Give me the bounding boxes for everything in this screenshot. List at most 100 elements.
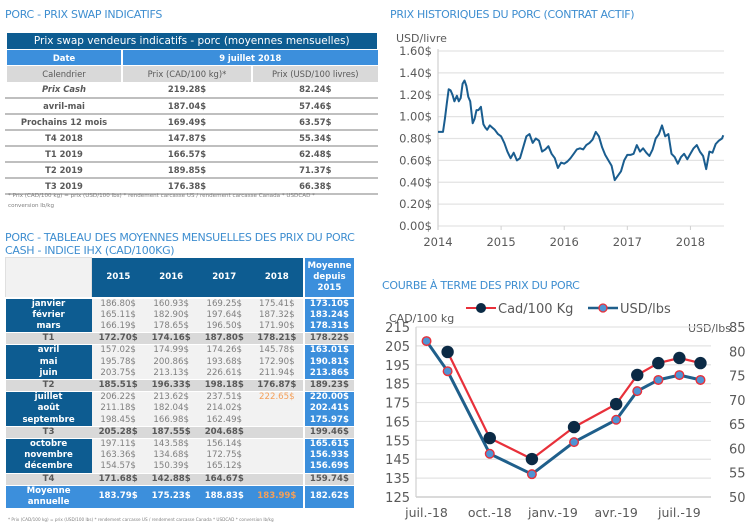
row-label: novembre	[5, 449, 92, 462]
x-tick-label: 2014	[423, 235, 452, 249]
historic-chart-title: PRIX HISTORIQUES DU PORC (CONTRAT ACTIF)	[390, 8, 635, 21]
y-tick-label: 0.00$	[399, 219, 432, 233]
value-cell: 160.93$	[144, 296, 198, 310]
average-cell: 159.74$	[302, 472, 354, 486]
usd-data-point	[632, 386, 643, 397]
row-label: T3	[5, 425, 92, 439]
left-y-tick-label: 205	[385, 340, 410, 355]
average-cell: 178.31$	[302, 321, 354, 333]
date-label: Date	[5, 49, 122, 66]
period-cell: T1 2019	[5, 145, 122, 163]
x-tick-label: 2016	[550, 235, 579, 249]
row-label: février	[5, 309, 92, 322]
cad-data-point	[609, 397, 623, 411]
row-label: septembre	[5, 414, 92, 427]
usd-data-point	[569, 437, 580, 448]
cad-price-cell: 147.87$	[121, 129, 252, 147]
historic-y-axis-label: USD/livre	[396, 32, 447, 45]
right-y-tick-label: 60	[729, 442, 746, 457]
row-label: T2	[5, 378, 92, 392]
left-y-tick-label: 215	[385, 321, 410, 336]
row-label: janvier	[5, 296, 92, 310]
value-cell	[250, 414, 304, 427]
cad-price-cell: 219.28$	[121, 81, 252, 99]
row-label: octobre	[5, 438, 92, 450]
cad-data-point	[483, 431, 496, 445]
value-cell: 166.98$	[144, 414, 198, 427]
value-cell: 154.57$	[91, 461, 145, 474]
average-cell: 220.00$	[302, 391, 354, 404]
year-header: 2018	[250, 257, 304, 298]
average-cell: 175.97$	[302, 414, 354, 427]
value-cell: 145.78$	[250, 344, 304, 357]
year-header: 2016	[144, 257, 198, 298]
value-cell: 226.61$	[197, 367, 251, 380]
value-cell: 183.79$	[91, 485, 145, 508]
value-cell: 206.22$	[91, 391, 145, 404]
value-cell: 186.80$	[91, 296, 145, 310]
cad-data-point	[567, 420, 581, 434]
average-cell: 183.24$	[302, 309, 354, 322]
usd-data-point	[442, 366, 453, 377]
right-y-tick-label: 55	[729, 467, 746, 482]
swap-footnote: * Prix (CAD/100 kg) = prix (USD/100 lbs)…	[8, 191, 315, 211]
value-cell: 166.19$	[91, 321, 145, 333]
cad-data-point	[525, 452, 539, 466]
legend-cad-label: Cad/100 Kg	[498, 302, 573, 317]
value-cell	[250, 425, 304, 439]
value-cell: 156.14$	[197, 438, 251, 450]
average-cell: 178.22$	[302, 332, 354, 346]
usd-price-cell: 57.46$	[251, 97, 378, 115]
value-cell	[250, 472, 304, 486]
usd-data-point	[484, 448, 495, 459]
y-tick-label: 1.00$	[399, 110, 432, 124]
y-tick-label: 0.20$	[399, 197, 432, 211]
value-cell: 203.75$	[91, 367, 145, 380]
month-row: avril 157.02$ 174.99$ 174.26$ 145.78$ 163.01$	[5, 344, 354, 357]
value-cell: 172.70$	[91, 332, 145, 346]
usd-price-cell: 63.57$	[251, 113, 378, 131]
quarter-row: T2 185.51$ 196.33$ 198.18$ 176.87$ 189.23$	[5, 378, 354, 392]
average-header-line: 2015	[317, 282, 342, 293]
average-header-line: Moyenne	[307, 260, 352, 271]
value-cell: 211.18$	[91, 403, 145, 415]
value-cell: 150.39$	[144, 461, 198, 474]
value-cell: 164.67$	[197, 472, 251, 486]
value-cell: 172.75$	[197, 449, 251, 462]
x-tick-label: 2015	[486, 235, 515, 249]
usd-series-line	[425, 340, 701, 476]
swap-table-row: T2 2019 189.85$ 71.37$	[5, 161, 378, 179]
left-y-tick-label: 165	[385, 415, 410, 430]
x-tick-label: 2018	[676, 235, 705, 249]
average-cell: 156.69$	[302, 461, 354, 474]
swap-footnote-line1: * Prix (CAD/100 kg) = prix (USD/100 lbs)…	[8, 193, 315, 199]
x-tick-label: oct.-18	[468, 505, 512, 520]
historic-price-chart: USD/livre 0.00$ 0.20$ 0.40$ 0.60$ 0.80$ 1.00$…	[396, 32, 725, 249]
value-cell: 157.02$	[91, 344, 145, 357]
average-cell: 202.41$	[302, 403, 354, 415]
swap-table-row: Prochains 12 mois 169.49$ 63.57$	[5, 113, 378, 131]
month-row: octobre 197.11$ 143.58$ 156.14$ 165.61$	[5, 438, 354, 450]
x-tick-label: juil.-18	[404, 505, 448, 520]
value-cell: 214.02$	[197, 403, 251, 415]
cad-price-cell: 169.49$	[121, 113, 252, 131]
left-y-tick-label: 155	[385, 434, 410, 449]
month-row: septembre 198.45$ 166.98$ 162.49$ 175.97$	[5, 414, 354, 427]
value-cell: 213.62$	[144, 391, 198, 404]
value-cell: 196.50$	[197, 321, 251, 333]
right-y-tick-label: 50	[729, 491, 746, 506]
row-label: août	[5, 403, 92, 415]
value-cell: 183.99$	[250, 485, 304, 508]
value-cell: 174.26$	[197, 344, 251, 357]
year-header: 2017	[197, 257, 251, 298]
x-tick-label: janv.-19	[527, 505, 578, 520]
left-axis-label: CAD/100 kg	[389, 312, 454, 325]
period-cell: avril-mai	[5, 97, 122, 115]
right-y-tick-label: 85	[729, 321, 746, 336]
right-y-tick-label: 80	[729, 345, 746, 360]
row-label: décembre	[5, 461, 92, 474]
value-cell: 211.94$	[250, 367, 304, 380]
y-tick-label: 0.40$	[399, 175, 432, 189]
x-tick-label: 2017	[613, 235, 642, 249]
average-cell: 182.62$	[302, 485, 354, 508]
